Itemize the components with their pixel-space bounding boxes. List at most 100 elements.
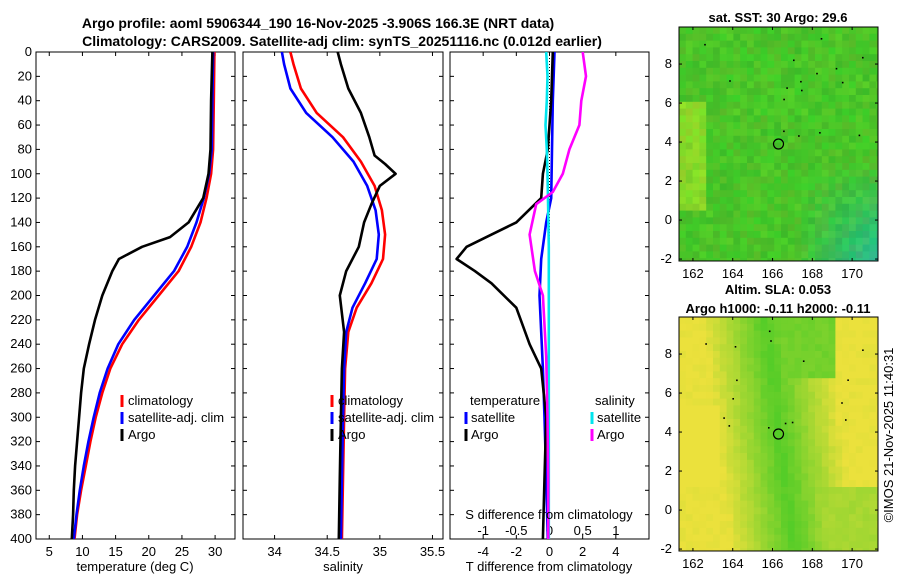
map-cell <box>801 337 809 345</box>
map-cell <box>869 412 877 420</box>
map-cell <box>828 337 836 345</box>
map-cell <box>760 61 768 69</box>
map-cell <box>815 391 823 399</box>
map-cell <box>815 135 823 143</box>
map-cell <box>876 405 878 413</box>
map-cell <box>685 323 693 331</box>
island-dot <box>736 379 738 382</box>
map-cell <box>849 54 857 62</box>
map-cell <box>869 74 877 82</box>
map-cell <box>869 101 877 109</box>
map-cell <box>862 224 870 232</box>
map-cell <box>869 323 877 331</box>
map-cell <box>719 344 727 352</box>
map-cell <box>767 251 775 259</box>
map-cell <box>828 251 836 259</box>
map-cell <box>787 244 795 252</box>
map-cell <box>713 364 721 372</box>
map-cell <box>828 344 836 352</box>
map-cell <box>876 251 878 259</box>
map-cell <box>781 351 789 359</box>
map-cell <box>706 446 714 454</box>
map-cell <box>869 163 877 171</box>
map-cell <box>713 27 721 35</box>
map-cell <box>774 169 782 177</box>
map-cell <box>767 473 775 481</box>
map-cell <box>794 210 802 218</box>
map-cell <box>774 527 782 535</box>
sla-map-field <box>679 317 878 551</box>
island-dot <box>732 398 734 400</box>
map-cell <box>679 210 687 218</box>
map-cell <box>794 398 802 406</box>
map-cell <box>747 493 755 501</box>
map-cell <box>713 337 721 345</box>
map-cell <box>740 480 748 488</box>
map-cell <box>842 487 850 495</box>
map-cell <box>815 412 823 420</box>
map-cell <box>869 466 877 474</box>
map-cell <box>876 527 878 535</box>
map-cell <box>685 27 693 35</box>
map-cell <box>842 169 850 177</box>
map-cell <box>855 217 863 225</box>
map-cell <box>753 197 761 205</box>
legend-satellite-label: satellite-adj. clim <box>338 410 434 425</box>
map-cell <box>713 244 721 252</box>
map-cell <box>733 317 741 325</box>
map-cell <box>733 190 741 198</box>
map-cell <box>821 487 829 495</box>
map-cell <box>760 446 768 454</box>
map-cell <box>787 317 795 325</box>
map-cell <box>808 480 816 488</box>
map-cell <box>794 480 802 488</box>
map-cell <box>774 357 782 365</box>
map-cell <box>767 88 775 96</box>
map-cell <box>794 135 802 143</box>
map-cell <box>706 224 714 232</box>
map-cell <box>794 231 802 239</box>
map-cell <box>740 446 748 454</box>
map-cell <box>835 541 843 549</box>
map-cell <box>787 466 795 474</box>
map-cell <box>753 391 761 399</box>
map-cell <box>753 108 761 116</box>
map-cell <box>767 27 775 35</box>
map-cell <box>801 244 809 252</box>
map-cell <box>787 135 795 143</box>
map-cell <box>774 453 782 461</box>
map-cell <box>767 317 775 325</box>
map-cell <box>767 412 775 420</box>
map-cell <box>855 480 863 488</box>
map-cell <box>679 203 687 211</box>
map-cell <box>855 364 863 372</box>
map-cell <box>801 500 809 508</box>
map-cell <box>767 357 775 365</box>
map-cell <box>760 385 768 393</box>
map-cell <box>740 521 748 529</box>
map-cell <box>753 527 761 535</box>
map-cell <box>821 507 829 515</box>
map-cell <box>835 258 843 261</box>
map-cell <box>842 473 850 481</box>
map-cell <box>699 439 707 447</box>
map-cell <box>821 466 829 474</box>
map-cell <box>821 419 829 427</box>
map-cell <box>692 378 700 386</box>
map-cell <box>835 534 843 542</box>
map-cell <box>699 251 707 259</box>
map-cell <box>808 95 816 103</box>
map-cell <box>767 425 775 433</box>
map-cell <box>849 169 857 177</box>
map-cell <box>679 500 687 508</box>
map-cell <box>815 210 823 218</box>
map-cell <box>719 40 727 48</box>
map-cell <box>828 432 836 440</box>
map-cell <box>862 323 870 331</box>
map-cell <box>774 514 782 522</box>
map-cell <box>685 419 693 427</box>
map-cell <box>767 217 775 225</box>
map-cell <box>685 81 693 89</box>
map-cell <box>876 88 878 96</box>
map-cell <box>692 88 700 96</box>
